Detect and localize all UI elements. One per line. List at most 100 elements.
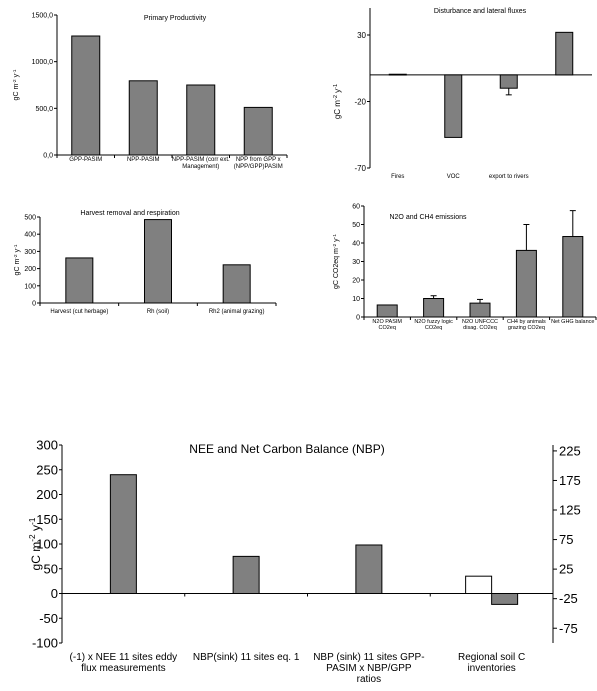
y-tick-label: -50 — [39, 611, 58, 626]
bar-series-2 — [491, 593, 519, 605]
y-tick-label: 0,0 — [43, 152, 53, 159]
bar — [499, 74, 518, 89]
y2-tick-label: 125 — [559, 503, 581, 518]
category-label: (NPP/GPP)PASIM — [234, 164, 283, 170]
chart-title: NEE and Net Carbon Balance (NBP) — [189, 442, 384, 456]
bar — [243, 106, 273, 156]
y-tick-label: 250 — [36, 462, 58, 477]
y-tick-label: 100 — [36, 537, 58, 552]
y-tick-label: 1000,0 — [32, 59, 54, 66]
category-label: N2O fuzzy logic — [414, 319, 453, 325]
bar — [186, 84, 216, 156]
y-axis-label-part: gC m — [333, 100, 342, 119]
y2-tick-label: 175 — [559, 473, 581, 488]
bar-series-2 — [109, 474, 137, 595]
category-label: (-1) x NEE 11 sites eddy — [70, 652, 178, 663]
bar — [128, 80, 158, 156]
category-label: N2O UNFCCC — [462, 319, 498, 325]
y-axis-label: gC m-2 y-1 — [27, 517, 43, 570]
y-axis-label-part: -1 — [332, 234, 338, 239]
category-label: NPP-PASIM — [127, 157, 160, 163]
y-axis-label-part: -2 — [332, 244, 338, 249]
chart-3: Harvest removal and respiration 500 400 300… — [13, 210, 277, 315]
y-tick-label: 100 — [24, 283, 36, 290]
bar — [562, 236, 584, 318]
y-axis-label-part: -1 — [12, 69, 18, 74]
category-label: VOC — [447, 174, 461, 180]
bar — [555, 31, 574, 76]
category-label: CO2eq — [425, 325, 442, 331]
category-label: Rh2 (animal grazing) — [209, 309, 265, 315]
category-label: export to rivers — [489, 174, 529, 180]
y-tick-label: 50 — [44, 561, 58, 576]
y-axis-label-part: -2 — [12, 79, 18, 84]
y-tick-label: 300 — [36, 438, 58, 453]
y2-tick-label: -75 — [559, 621, 578, 636]
y-tick-label: 200 — [24, 266, 36, 273]
chart-title: Primary Productivity — [144, 15, 207, 22]
bar-series-2 — [232, 555, 260, 594]
y-axis-label-part: gC m — [14, 259, 21, 276]
y-axis-label-part: gC m — [13, 84, 20, 101]
category-label: NPP from GPP x — [236, 157, 281, 163]
bar — [65, 257, 94, 304]
y2-tick-label: 25 — [559, 562, 573, 577]
bar — [71, 35, 101, 156]
y-tick-label: 200 — [36, 487, 58, 502]
y-axis-label-part: -2 — [13, 254, 19, 259]
bar-series-2 — [355, 544, 383, 594]
y-axis-label-part: -2 — [333, 95, 339, 100]
bar — [444, 74, 463, 138]
category-label: CO2eq — [378, 325, 395, 331]
y-axis-label: gC m-2 y-1 — [333, 84, 342, 119]
chart-title: N2O and CH4 emissions — [389, 214, 467, 221]
y-tick-label: 0 — [32, 300, 36, 307]
y-axis-label-part: -1 — [333, 84, 339, 89]
chart-4: N2O and CH4 emissions 60 50 40 30 20 10 0 gC CO2… — [332, 203, 597, 331]
category-label: PASIM x NBP/GPP — [326, 663, 412, 674]
y2-tick-label: 75 — [559, 532, 573, 547]
y-tick-label: 150 — [36, 512, 58, 527]
y-tick-label: 400 — [24, 232, 36, 239]
category-label: inventories — [467, 663, 515, 674]
y-axis-label-part: y — [14, 248, 21, 254]
bar — [515, 249, 537, 318]
y-tick-label: 500,0 — [35, 106, 53, 113]
y-tick-label: -20 — [354, 97, 366, 106]
y-tick-label: 0 — [356, 314, 360, 321]
y-tick-label: 1500,0 — [32, 12, 54, 19]
y-tick-label: 40 — [352, 240, 360, 247]
category-label: Harvest (cut herbage) — [50, 309, 108, 315]
y-axis-label: gC m-2 y-1 — [12, 69, 21, 100]
category-label: flux measurements — [81, 663, 165, 674]
y-tick-label: 500 — [24, 214, 36, 221]
category-label: NPP-PASIM (corr ext. — [172, 157, 230, 163]
y-axis-label-part: -2 — [27, 534, 37, 542]
y-tick-label: -70 — [354, 164, 366, 173]
y-tick-label: 20 — [352, 277, 360, 284]
bar — [144, 219, 172, 304]
chart-title: Harvest removal and respiration — [80, 210, 179, 217]
y-axis-label-part: gC m — [29, 542, 43, 571]
y-tick-label: 10 — [352, 296, 360, 303]
chart-5: NEE and Net Carbon Balance (NBP) 300 250 20… — [27, 438, 581, 685]
y-tick-label: 30 — [352, 259, 360, 266]
bar — [469, 302, 491, 318]
category-label: Fires — [391, 174, 404, 180]
y-axis-label-part: y — [333, 238, 340, 244]
y-axis-label-part: y — [333, 89, 342, 95]
y-axis-label-part: y — [13, 73, 20, 79]
bar — [376, 304, 398, 318]
category-label: NBP (sink) 11 sites GPP- — [313, 652, 424, 663]
chart-2: Disturbance and lateral fluxes 30 -20 -70 gC… — [333, 8, 592, 180]
y-tick-label: 50 — [352, 222, 360, 229]
category-label: Regional soil C — [458, 652, 525, 663]
bar-series-1 — [465, 575, 493, 594]
category-label: ratios — [357, 674, 381, 685]
y2-tick-label: 225 — [559, 443, 581, 458]
bar — [222, 264, 251, 304]
category-label: N2O PASIM — [372, 319, 402, 325]
category-label: Rh (soil) — [147, 309, 169, 315]
y-axis-label: gC m-2 y-1 — [13, 244, 22, 275]
